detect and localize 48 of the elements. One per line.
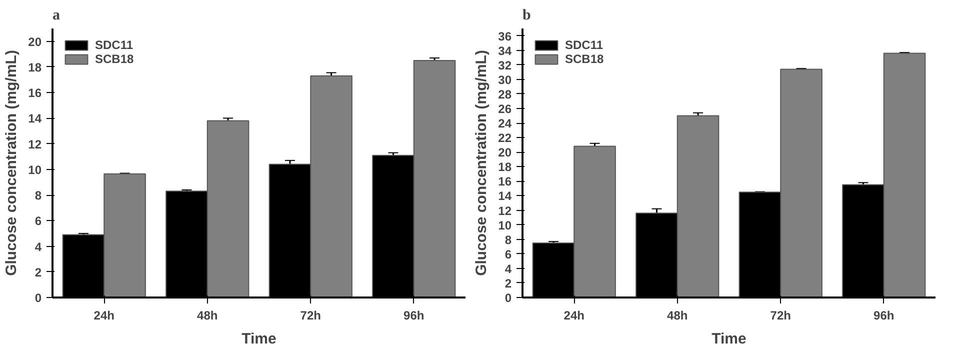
y-tick-label: 2 (34, 265, 42, 280)
x-axis-title: Time (712, 330, 746, 348)
y-tick-label: 20 (28, 34, 42, 49)
y-tick-label: 12 (28, 137, 42, 152)
y-tick-label: 18 (498, 160, 512, 174)
y-tick-label: 28 (498, 87, 512, 102)
y-tick-label: 14 (28, 112, 42, 126)
y-tick-label: 14 (498, 189, 512, 204)
chart-title: a (52, 8, 60, 24)
x-axis-title: Time (242, 330, 276, 348)
y-tick-label: 16 (28, 86, 42, 100)
legend-label: SDC11 (565, 38, 604, 52)
y-tick-label: 30 (498, 72, 512, 87)
x-tick-label: 48h (197, 308, 218, 322)
y-tick-label: 36 (498, 29, 512, 44)
x-tick-label: 48h (667, 308, 688, 322)
y-tick-label: 4 (504, 262, 512, 276)
y-tick-label: 18 (28, 60, 42, 74)
chart-title: b (522, 8, 531, 24)
y-tick-label: 4 (34, 240, 42, 254)
y-tick-label: 8 (34, 188, 42, 203)
y-axis-title: Glucose concentration (mg/mL) (3, 50, 20, 276)
x-tick-label: 72h (300, 308, 321, 322)
y-tick-label: 10 (28, 162, 42, 177)
y-tick-label: 16 (498, 174, 512, 189)
x-tick-label: 24h (94, 308, 114, 322)
legend-label: SDC11 (95, 38, 134, 52)
x-tick-label: 72h (770, 308, 791, 322)
legend-label: SCB18 (95, 52, 134, 66)
y-tick-label: 26 (498, 102, 512, 116)
y-tick-label: 22 (498, 131, 512, 146)
legend-label: SCB18 (565, 52, 604, 66)
x-tick-label: 96h (874, 308, 894, 322)
y-tick-label: 24 (498, 116, 512, 131)
x-tick-label: 24h (564, 308, 584, 322)
x-tick-label: 96h (404, 308, 424, 322)
y-tick-label: 0 (504, 291, 512, 305)
y-tick-label: 32 (498, 58, 512, 72)
y-tick-label: 8 (504, 232, 512, 247)
y-tick-label: 6 (504, 247, 512, 262)
y-tick-label: 10 (498, 218, 512, 232)
y-tick-label: 2 (504, 276, 512, 290)
y-tick-label: 6 (34, 214, 42, 228)
y-axis-title: Glucose concentration (mg/mL) (473, 50, 490, 276)
y-tick-label: 12 (498, 204, 512, 218)
y-tick-label: 34 (498, 44, 512, 58)
y-tick-label: 0 (34, 291, 42, 305)
y-tick-label: 20 (498, 146, 512, 160)
